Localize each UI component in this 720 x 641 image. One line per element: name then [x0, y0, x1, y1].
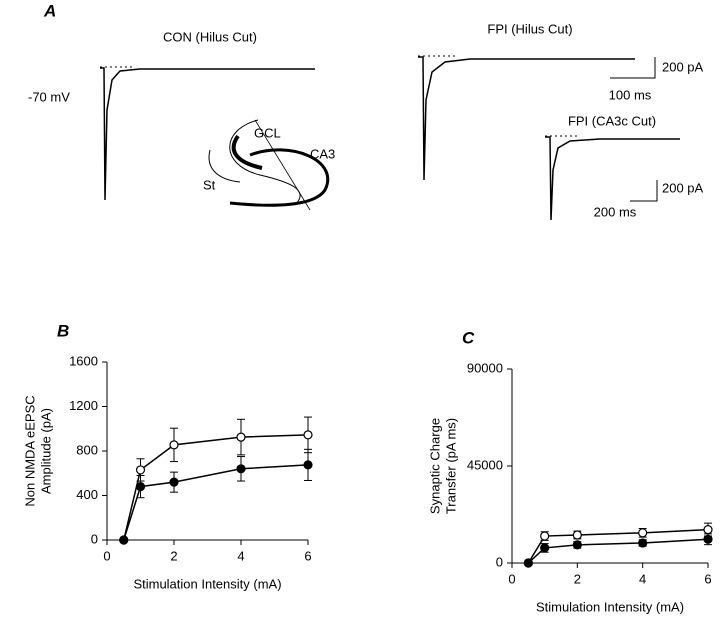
x-tick-label: 6	[304, 548, 311, 563]
data-point	[303, 430, 313, 440]
data-point	[638, 528, 648, 538]
data-point	[703, 524, 713, 535]
data-point	[236, 432, 246, 442]
scale-label: 200 ms	[594, 204, 637, 219]
panel-label: B	[57, 321, 69, 340]
y-axis-label: Transfer (pA ms)	[443, 418, 458, 514]
data-point	[540, 531, 550, 541]
data-point	[169, 440, 179, 450]
data-point	[638, 538, 648, 548]
x-axis-label: Stimulation Intensity (mA)	[133, 576, 281, 591]
series-line	[527, 538, 709, 564]
trace-title: FPI (Hilus Cut)	[487, 21, 572, 36]
y-axis-label: Amplitude (pA)	[38, 408, 53, 494]
scale-bar	[610, 57, 656, 79]
data-point	[135, 465, 146, 475]
y-tick-label: 1200	[69, 398, 98, 413]
x-tick-label: 4	[639, 571, 646, 586]
data-point	[119, 535, 129, 545]
data-point	[303, 460, 313, 470]
inset-label: GCL	[254, 125, 281, 140]
x-tick-label: 2	[170, 548, 177, 563]
y-tick-label: 0	[91, 531, 98, 546]
data-point	[135, 482, 146, 492]
x-tick-label: 0	[103, 548, 110, 563]
series-line	[123, 464, 309, 541]
x-tick-label: 0	[508, 571, 515, 586]
data-point	[703, 534, 713, 544]
inset-gcl	[231, 134, 263, 170]
trace	[418, 56, 635, 181]
holding-label: -70 mV	[28, 89, 70, 104]
x-tick-label: 2	[574, 571, 581, 586]
scale-label: 200 pA	[662, 180, 704, 195]
data-point	[572, 540, 582, 550]
inset-label: St	[203, 177, 216, 192]
trace-title: FPI (CA3c Cut)	[568, 113, 656, 128]
x-tick-label: 6	[704, 571, 711, 586]
data-point	[236, 464, 246, 474]
y-tick-label: 1600	[69, 353, 98, 368]
data-point	[169, 477, 179, 487]
x-axis-label: Stimulation Intensity (mA)	[536, 599, 684, 614]
data-point	[572, 530, 582, 540]
series-line	[123, 434, 309, 541]
y-tick-label: 45000	[467, 457, 503, 472]
trace-title: CON (Hilus Cut)	[163, 29, 257, 44]
panel-label: A	[43, 1, 56, 20]
cut-line	[254, 119, 311, 211]
data-point	[523, 558, 533, 568]
traces	[100, 55, 680, 221]
y-tick-label: 400	[76, 487, 98, 502]
inset-label: CA3	[310, 146, 335, 161]
trace	[545, 136, 680, 221]
trace	[100, 67, 315, 201]
scale-label: 200 pA	[662, 59, 704, 74]
data-point	[540, 543, 550, 553]
y-tick-label: 0	[496, 554, 503, 569]
y-tick-label: 90000	[467, 360, 503, 375]
y-axis-label: Non NMDA eEPSC	[22, 395, 37, 506]
scale-bar	[630, 180, 658, 202]
scale-label: 100 ms	[609, 87, 652, 102]
x-tick-label: 4	[237, 548, 244, 563]
panel-label: C	[462, 328, 475, 347]
y-tick-label: 800	[76, 442, 98, 457]
inset-st	[208, 149, 241, 183]
inset-ca3	[229, 148, 329, 207]
y-axis-label: Synaptic Charge	[427, 418, 442, 514]
